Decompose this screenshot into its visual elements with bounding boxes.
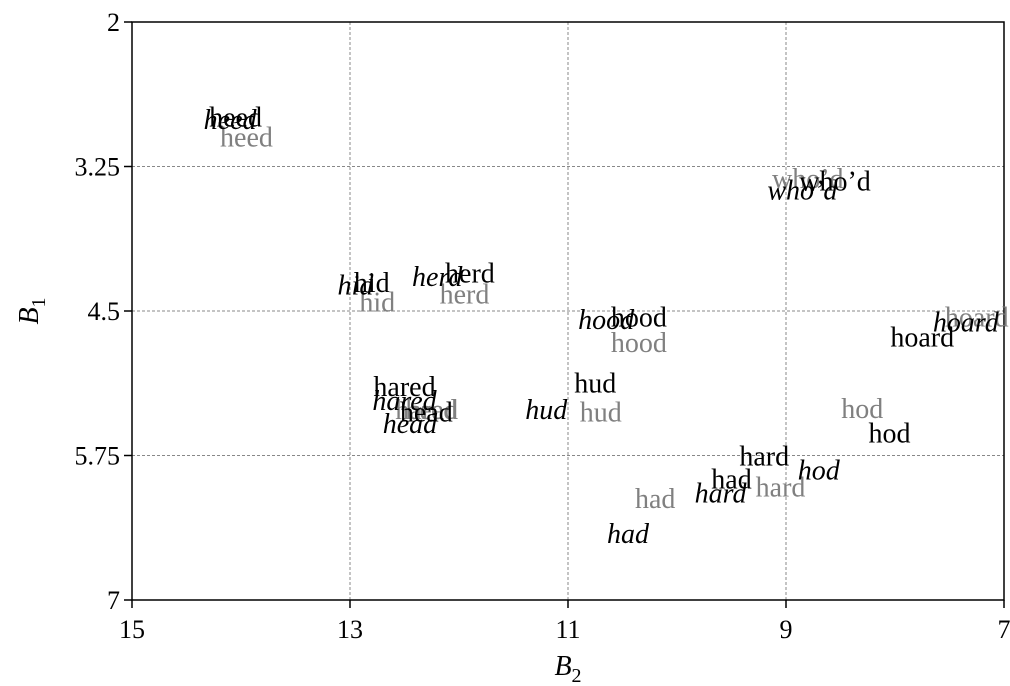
data-point-word: head bbox=[383, 409, 438, 440]
data-point-word: hid bbox=[338, 270, 375, 301]
data-point-word: heed bbox=[220, 122, 273, 153]
y-tick-label: 4.5 bbox=[88, 297, 121, 326]
data-point-word: had bbox=[607, 519, 650, 550]
data-point-word: hood bbox=[611, 328, 667, 359]
data-point-word: hood bbox=[578, 305, 635, 336]
data-point-word: had bbox=[711, 465, 751, 496]
data-point-word: hud bbox=[574, 369, 616, 400]
data-point-word: heed bbox=[204, 105, 258, 136]
data-point-word: herd bbox=[440, 280, 490, 311]
x-tick-label: 15 bbox=[119, 615, 145, 644]
data-point-word: hared bbox=[395, 395, 457, 426]
x-axis-title: B2 bbox=[554, 651, 581, 686]
data-point-word: hud bbox=[580, 397, 622, 428]
data-point-word: who’d bbox=[772, 164, 844, 195]
data-point-word: hod bbox=[869, 418, 911, 449]
data-point-word: head bbox=[400, 397, 453, 428]
x-axis-title-sub: 2 bbox=[572, 665, 582, 686]
data-point-word: hared bbox=[372, 386, 437, 417]
data-point-word: hared bbox=[373, 372, 435, 403]
x-tick-label: 9 bbox=[780, 615, 793, 644]
y-axis-title: B1 bbox=[14, 297, 50, 324]
data-point-word: hid bbox=[354, 268, 390, 299]
data-point-word: hard bbox=[739, 441, 789, 472]
x-tick-label: 13 bbox=[337, 615, 363, 644]
y-tick-label: 5.75 bbox=[75, 442, 121, 471]
data-point-word: hoard bbox=[933, 307, 1000, 338]
y-tick-label: 7 bbox=[107, 586, 120, 615]
data-point-word: hard bbox=[756, 473, 806, 504]
data-point-word: hard bbox=[695, 478, 748, 509]
y-tick-label: 3.25 bbox=[75, 153, 121, 182]
x-axis-title-main: B bbox=[554, 651, 571, 682]
data-point-word: head bbox=[405, 395, 458, 426]
data-point-word: hod bbox=[798, 455, 841, 486]
y-axis-title-sub: 1 bbox=[28, 297, 50, 307]
data-point-word: who’d bbox=[799, 166, 871, 197]
data-point-word: hoard bbox=[945, 303, 1009, 334]
data-point-word: herd bbox=[445, 259, 495, 290]
data-point-word: hud bbox=[525, 395, 568, 426]
data-point-word: had bbox=[635, 484, 675, 515]
data-point-word: hid bbox=[359, 288, 395, 319]
y-tick-label: 2 bbox=[107, 8, 120, 37]
grid-lines bbox=[132, 22, 1004, 600]
data-point-word: hoard bbox=[890, 322, 954, 353]
data-point-word: hood bbox=[611, 303, 667, 334]
data-point-word: who’d bbox=[767, 176, 838, 207]
data-point-word: hod bbox=[841, 394, 883, 425]
axis-ticks: 15 13 11 9 7 2 3.25 4.5 5.75 7 bbox=[75, 8, 1010, 644]
x-tick-label: 11 bbox=[555, 615, 580, 644]
y-axis-title-main: B bbox=[14, 307, 45, 324]
data-point-word: heed bbox=[209, 103, 262, 134]
x-tick-label: 7 bbox=[998, 615, 1010, 644]
data-point-word: herd bbox=[412, 262, 463, 293]
